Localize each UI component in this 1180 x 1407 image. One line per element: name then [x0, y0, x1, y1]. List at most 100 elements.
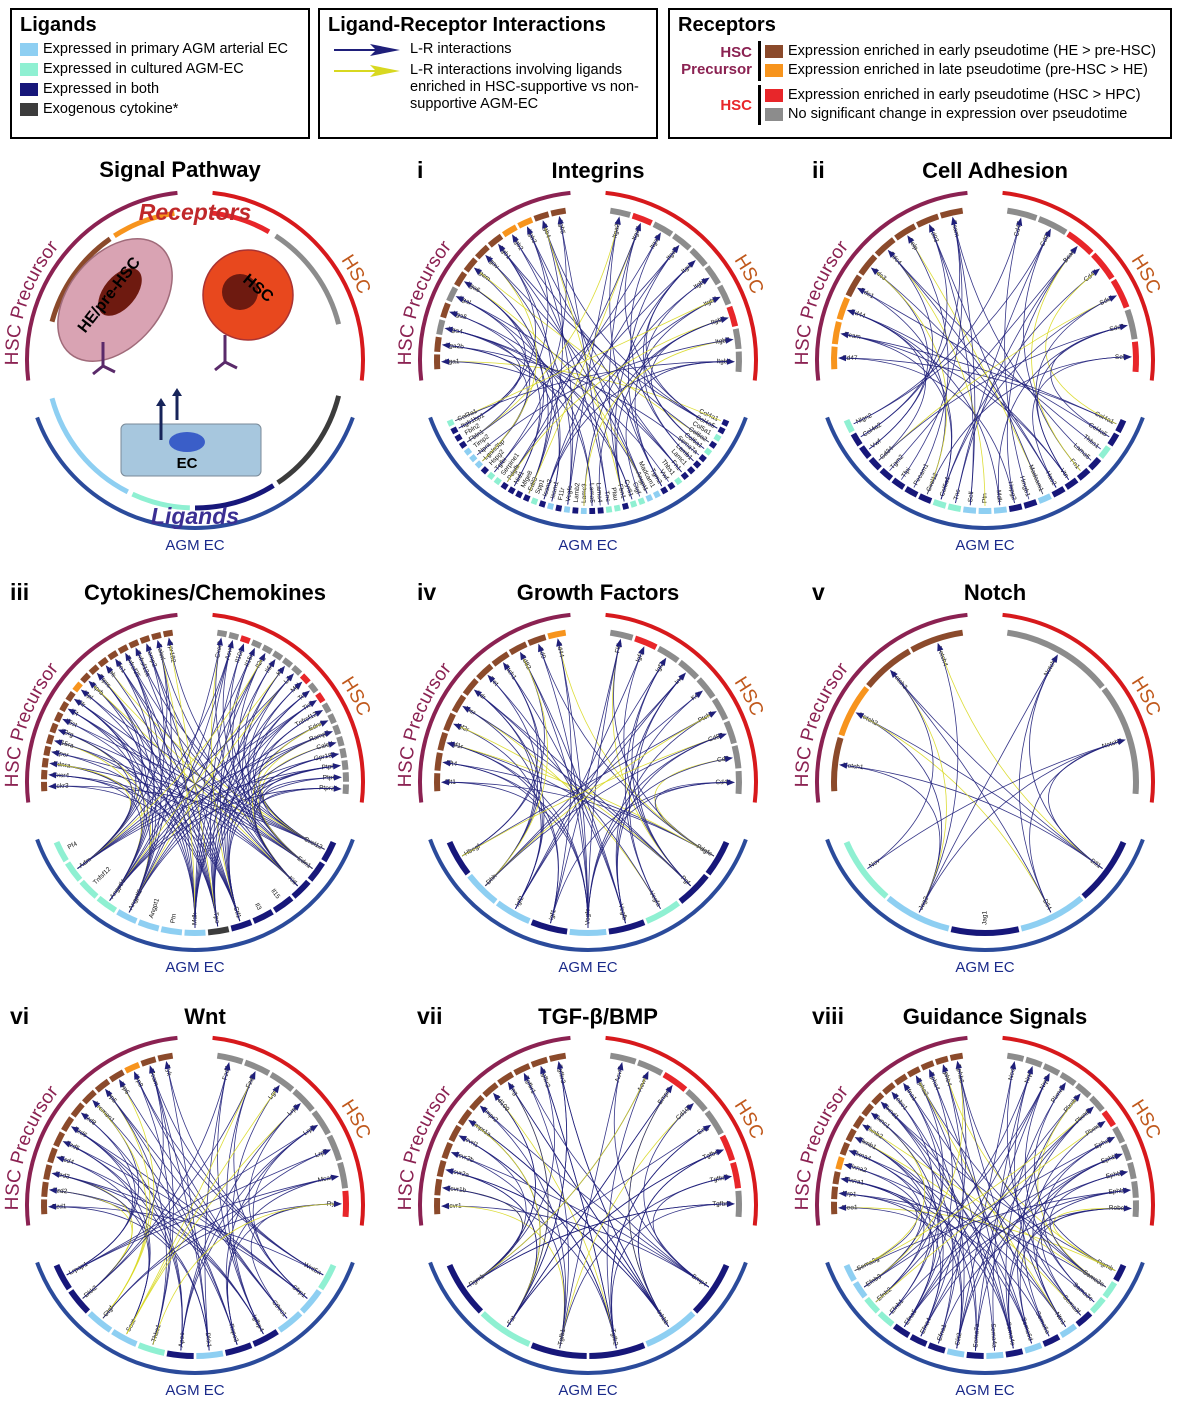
gene-segment: [1007, 1056, 1023, 1059]
gene-segment: [917, 216, 938, 225]
ring-hsc: [606, 1038, 756, 1226]
chord: [865, 1126, 944, 1336]
gene-segment: [733, 1163, 738, 1188]
gene-segment: [490, 236, 502, 245]
gene-segment: [141, 638, 150, 641]
panel-title: Growth Factors: [517, 580, 680, 605]
ring-label-precursor: HSC Precursor: [2, 236, 63, 365]
chord: [653, 1177, 729, 1287]
gene-segment: [510, 644, 526, 652]
gene-segment: [847, 420, 853, 431]
gene-segment: [504, 227, 517, 235]
gene-segment: [548, 506, 554, 507]
gene-segment: [217, 633, 226, 635]
chords: [441, 638, 735, 928]
gene-segment: [738, 1191, 739, 1217]
gene-segment: [532, 922, 567, 931]
gene-segment: [884, 1085, 894, 1093]
ring-label-agm: AGM EC: [955, 959, 1014, 976]
gene-segment: [241, 638, 250, 641]
chord: [868, 741, 1123, 869]
ring-label-hsc: HSC: [730, 673, 768, 719]
gene-segment: [335, 726, 338, 735]
gene-segment: [1105, 1283, 1115, 1297]
gene-segment: [339, 737, 342, 746]
gene-segment: [109, 653, 117, 658]
chord: [73, 1128, 237, 1345]
chord: [476, 691, 690, 885]
chord: [107, 1091, 237, 1345]
gene-segment: [669, 484, 674, 487]
gene-segment: [947, 1351, 964, 1354]
gene-segment: [834, 1187, 835, 1199]
gene-segment: [654, 224, 672, 234]
gene-segment: [1061, 1326, 1075, 1335]
chord: [892, 672, 1103, 869]
gene-segment: [519, 220, 532, 226]
gene-segment: [1110, 434, 1117, 445]
panel-numeral: v: [812, 579, 825, 605]
gene-segment: [610, 633, 632, 638]
ring-label-hsc: HSC: [1127, 251, 1165, 297]
ring-label-text: HSC Precursor: [2, 658, 63, 787]
gene-segment: [489, 474, 493, 478]
gene-segment: [986, 1355, 1003, 1356]
legend-label: Expressed in both: [43, 81, 159, 98]
chord: [253, 1126, 316, 1298]
gene-segment: [152, 635, 161, 637]
gene-segment: [254, 912, 273, 921]
receptors-heading: Receptors: [139, 199, 251, 225]
gene-segment: [532, 1345, 587, 1356]
gene-segment: [934, 502, 946, 506]
gene-label: Ptn: [170, 913, 178, 924]
legend-group-items: Expression enriched in early pseudotime …: [765, 41, 1156, 81]
gene-segment: [451, 1126, 459, 1140]
gene-segment: [853, 434, 860, 445]
gene-segment: [493, 654, 508, 664]
legend-label: No significant change in expression over…: [788, 106, 1127, 123]
legend-group: HSCExpression enriched in early pseudoti…: [678, 85, 1162, 125]
gene-segment: [126, 1065, 139, 1071]
gene-segment: [548, 633, 566, 637]
gene-segment: [217, 1056, 242, 1062]
gene-segment: [483, 468, 487, 472]
legend-interactions: Ligand-Receptor InteractionsL-R interact…: [318, 8, 658, 139]
gene-segment: [495, 479, 500, 482]
gene-segment: [91, 667, 98, 673]
gene-segment: [1024, 502, 1036, 506]
overview-segment: [52, 398, 128, 492]
ring-label-text: HSC: [1127, 673, 1165, 719]
chord: [879, 297, 1114, 461]
gene-segment: [840, 298, 848, 319]
chord: [941, 297, 1114, 500]
chord: [655, 758, 730, 856]
gene-segment: [167, 1353, 194, 1356]
ring-precursor: [27, 615, 177, 803]
legend-swatch: [20, 83, 38, 96]
gene-segment: [310, 684, 316, 691]
legend-group: HSC PrecursorExpression enriched in earl…: [678, 41, 1162, 81]
gene-segment: [606, 509, 612, 510]
gene-segment: [551, 211, 566, 214]
gene-segment: [437, 337, 439, 352]
gene-segment: [471, 456, 475, 460]
chord: [869, 252, 932, 449]
ring-label-hsc: HSC: [337, 251, 375, 297]
gene-segment: [499, 1074, 513, 1083]
ring-hsc: [213, 1038, 363, 1226]
gene-segment: [454, 696, 463, 711]
gene-segment: [674, 236, 690, 249]
gene-segment: [847, 1265, 855, 1280]
gene-label: Jag1: [982, 911, 989, 925]
ligands-heading: Ligands: [151, 503, 239, 529]
gene-segment: [638, 1063, 662, 1074]
gene-segment: [1026, 1060, 1042, 1065]
chord: [110, 722, 326, 901]
gene-segment: [1066, 480, 1076, 487]
ring-label-precursor: HSC Precursor: [2, 658, 63, 787]
gene-segment: [1130, 1163, 1134, 1179]
panel-title: Cell Adhesion: [922, 158, 1068, 183]
legend-title: Ligand-Receptor Interactions: [328, 14, 648, 37]
legend-receptors: ReceptorsHSC PrecursorExpression enriche…: [668, 8, 1172, 139]
gene-segment: [119, 647, 127, 651]
